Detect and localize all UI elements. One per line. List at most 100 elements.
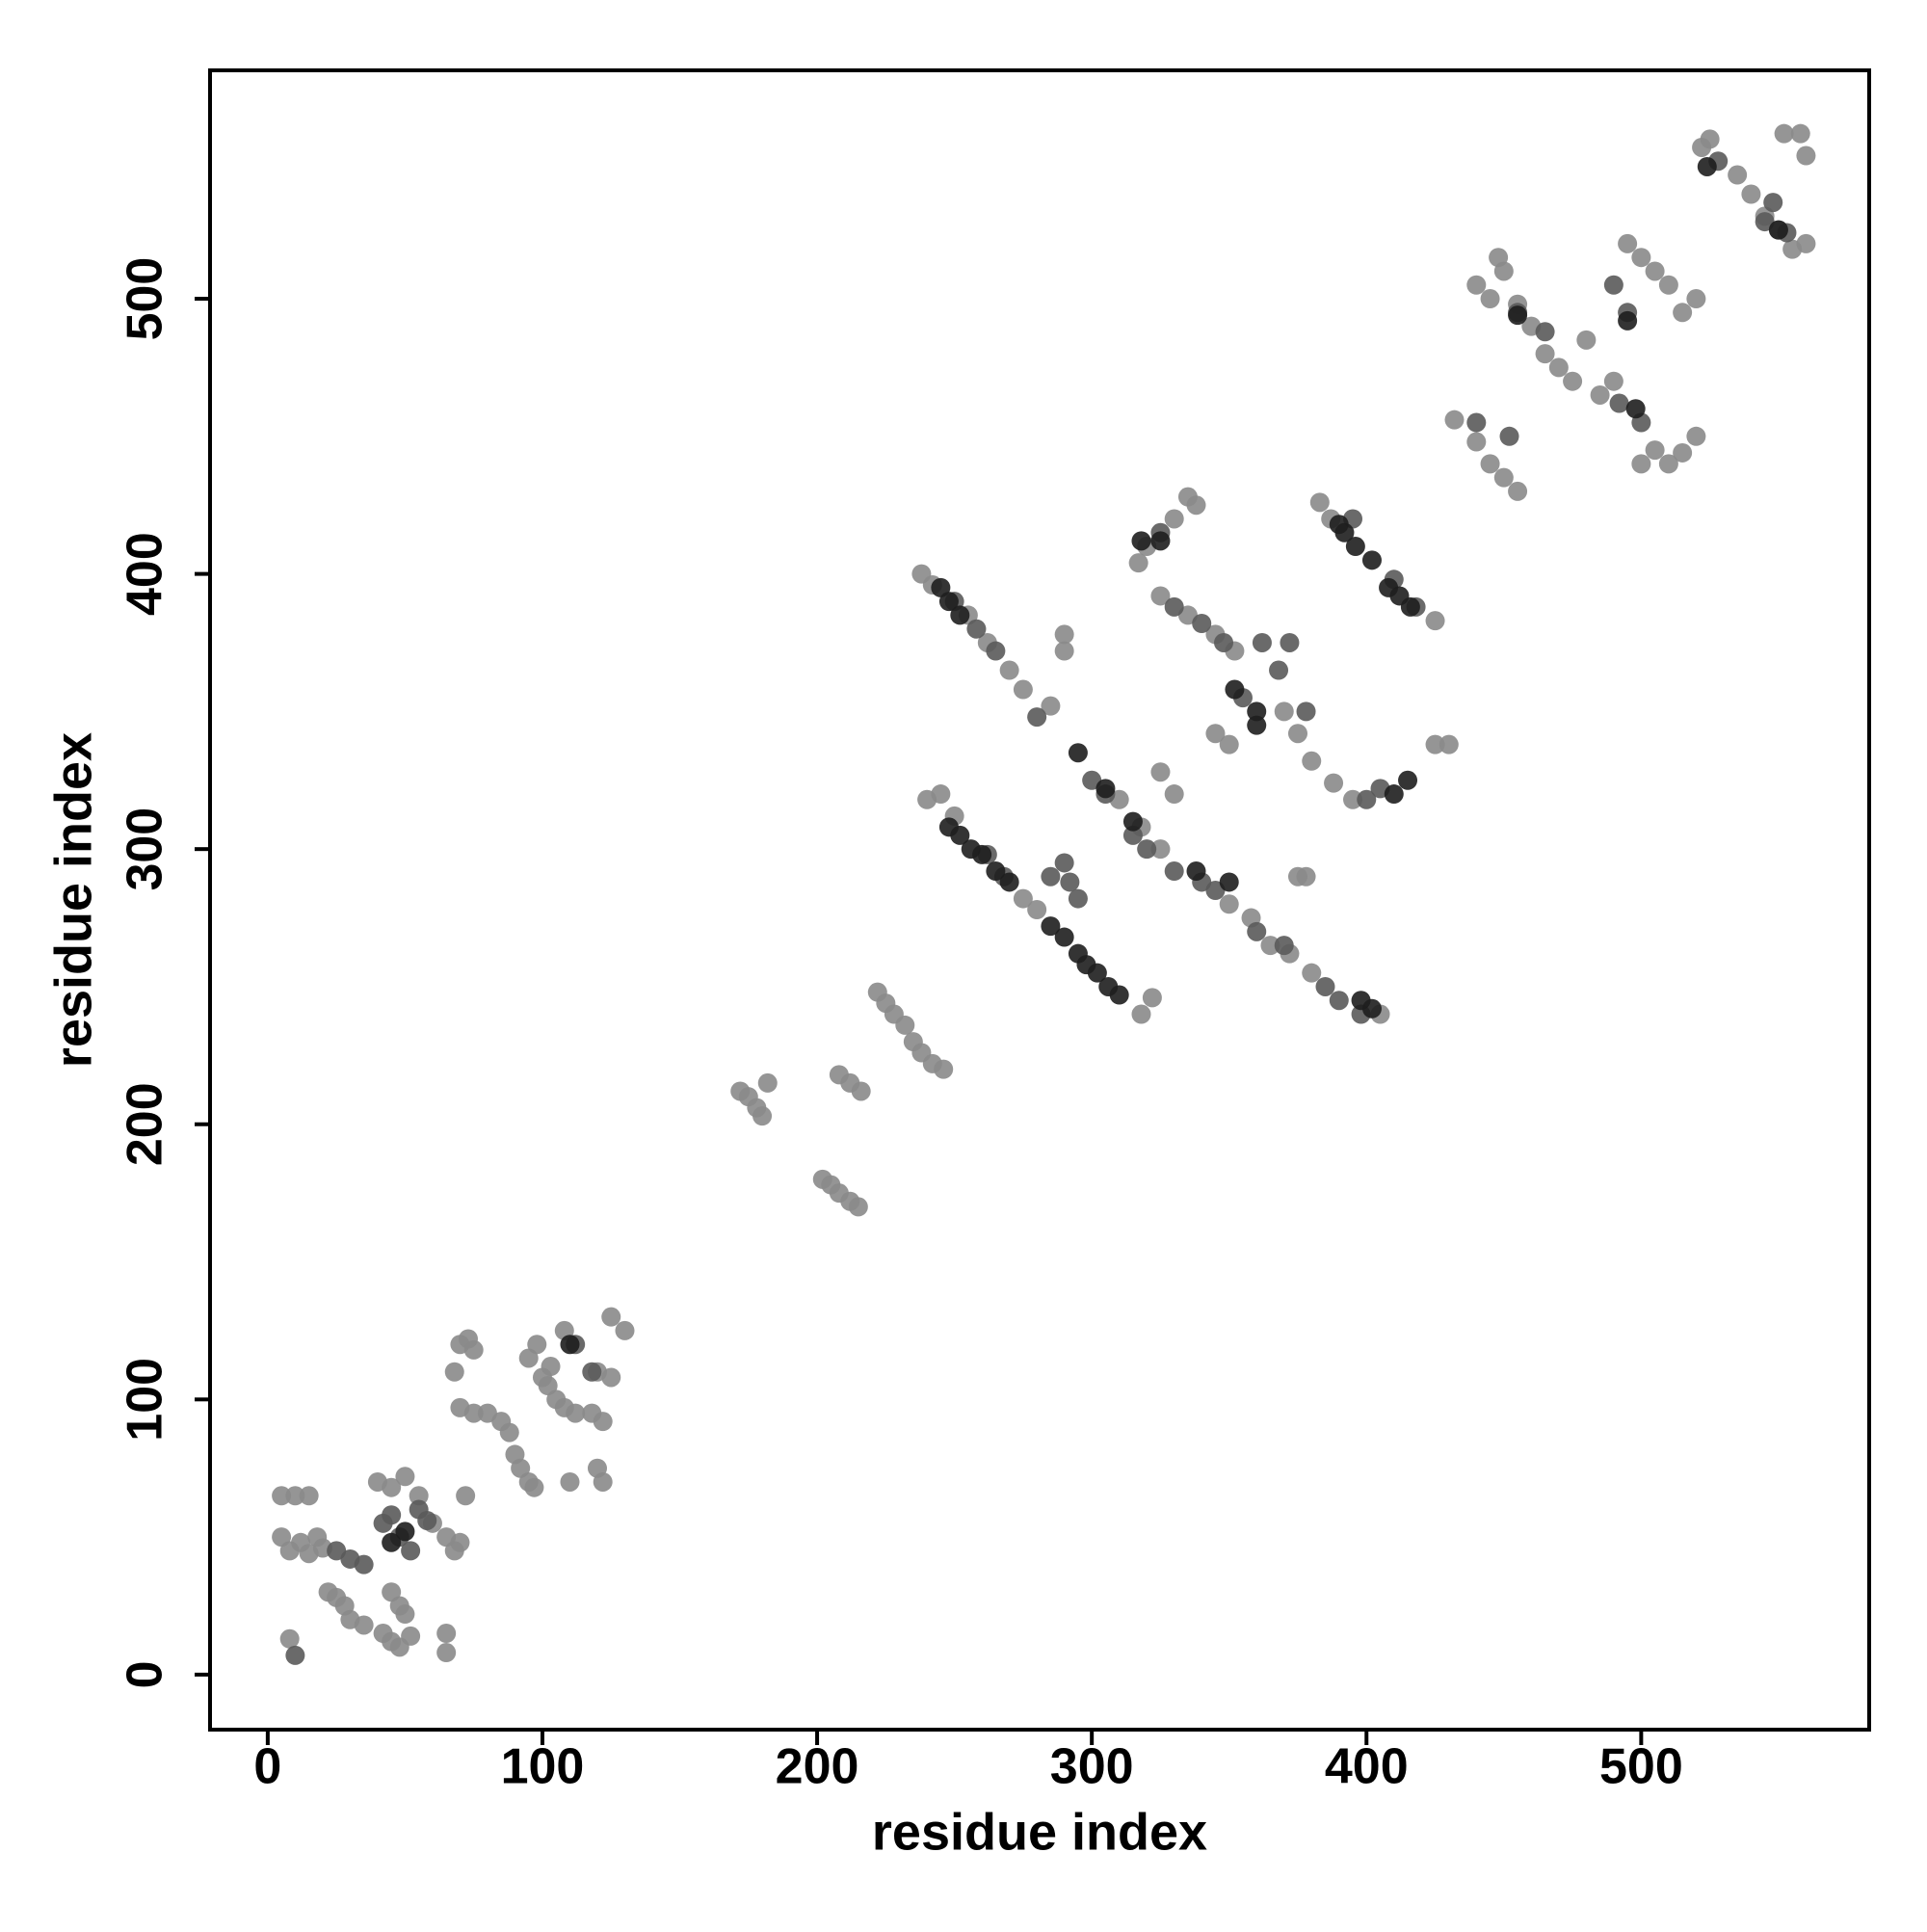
point: [593, 1412, 613, 1432]
point: [285, 1645, 305, 1665]
point: [1686, 426, 1706, 446]
point: [1741, 184, 1761, 204]
point: [1466, 412, 1487, 433]
point: [560, 1335, 580, 1355]
point: [1400, 596, 1420, 617]
point: [395, 1467, 415, 1487]
point: [1728, 165, 1748, 185]
point: [382, 1532, 402, 1552]
point: [1041, 866, 1061, 887]
point: [1645, 440, 1665, 461]
point: [938, 592, 959, 612]
point: [1345, 537, 1365, 557]
point: [1041, 916, 1061, 937]
point: [1142, 988, 1162, 1008]
point: [1150, 762, 1171, 782]
point: [1673, 442, 1693, 463]
point: [1280, 632, 1300, 652]
point: [1041, 696, 1061, 716]
point: [1274, 936, 1294, 956]
point: [1128, 553, 1148, 573]
point: [1480, 454, 1500, 474]
point: [1631, 454, 1651, 474]
point: [1296, 701, 1316, 722]
x-tick-label: 0: [253, 1739, 281, 1795]
point: [450, 1532, 470, 1552]
point: [279, 1628, 300, 1649]
point: [601, 1307, 621, 1327]
point: [1164, 861, 1184, 882]
y-tick-label: 300: [118, 807, 173, 891]
point: [950, 825, 970, 845]
point: [417, 1510, 437, 1530]
point: [566, 1403, 586, 1423]
point: [527, 1335, 547, 1355]
point: [1590, 384, 1610, 405]
point: [1027, 899, 1047, 919]
point: [1131, 1004, 1151, 1024]
x-tick-label: 300: [1050, 1739, 1134, 1795]
point: [1548, 357, 1569, 378]
point: [999, 660, 1019, 680]
y-tick-label: 100: [118, 1358, 173, 1442]
point: [1324, 773, 1344, 793]
point: [1122, 825, 1143, 845]
point: [436, 1624, 457, 1644]
point: [1131, 531, 1151, 551]
point: [409, 1486, 429, 1506]
point: [1013, 679, 1033, 700]
point: [1309, 492, 1330, 513]
point: [1609, 393, 1629, 413]
point: [1192, 614, 1212, 633]
point: [436, 1643, 457, 1663]
x-tick-label: 500: [1599, 1739, 1683, 1795]
point: [1334, 522, 1355, 543]
point: [1425, 734, 1445, 754]
point: [1296, 866, 1316, 887]
point: [395, 1522, 415, 1542]
point: [1493, 467, 1514, 488]
point: [524, 1477, 544, 1497]
point: [966, 619, 987, 639]
point: [1013, 888, 1033, 909]
point: [1302, 751, 1322, 771]
point: [382, 1477, 402, 1497]
points-layer: [272, 123, 1816, 1665]
point: [401, 1626, 421, 1646]
point: [327, 1541, 347, 1561]
point: [354, 1615, 374, 1635]
point: [1219, 734, 1239, 754]
point: [1357, 789, 1377, 809]
point: [895, 1015, 915, 1035]
point: [1095, 779, 1116, 799]
point: [1068, 743, 1088, 763]
point: [1796, 146, 1816, 166]
point: [444, 1362, 464, 1382]
point: [1398, 770, 1418, 790]
point: [1247, 921, 1267, 941]
y-tick-label: 500: [118, 257, 173, 341]
point: [499, 1422, 519, 1442]
point: [1302, 963, 1322, 983]
point: [1631, 248, 1651, 268]
point: [1225, 679, 1245, 700]
point: [1247, 715, 1267, 735]
point: [1247, 701, 1267, 722]
point: [986, 861, 1006, 882]
point: [1673, 303, 1693, 323]
point: [1763, 193, 1783, 213]
point: [299, 1486, 319, 1506]
point: [1768, 220, 1788, 240]
point: [1508, 481, 1528, 501]
point: [1425, 611, 1445, 631]
point: [1535, 322, 1555, 342]
point: [1329, 991, 1349, 1011]
point: [757, 1072, 778, 1093]
point: [1361, 550, 1382, 570]
point: [972, 844, 992, 864]
point: [463, 1339, 484, 1360]
point: [1625, 399, 1646, 419]
point: [1060, 872, 1080, 892]
point: [285, 1486, 305, 1506]
